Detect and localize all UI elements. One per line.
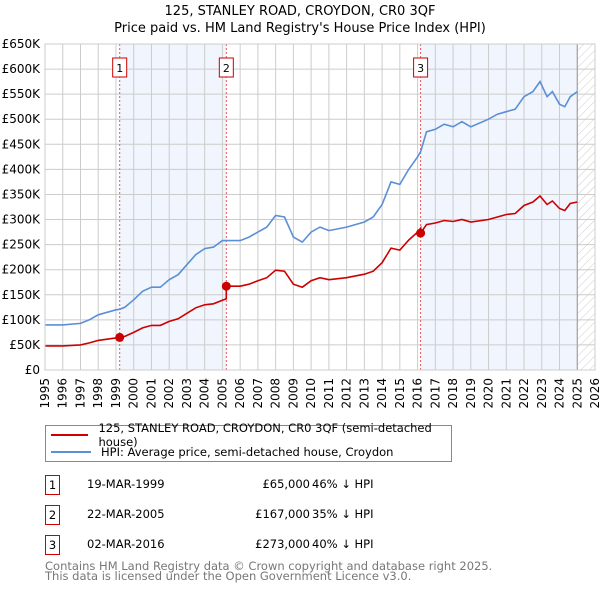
series-line bbox=[45, 80, 578, 326]
y-tick-label: £650K bbox=[2, 37, 42, 51]
x-tick-label: 1997 bbox=[73, 378, 87, 409]
transaction-price: £167,000 bbox=[255, 507, 310, 521]
x-tick-label: 2019 bbox=[464, 378, 478, 409]
chart-title: 125, STANLEY ROAD, CROYDON, CR0 3QF bbox=[164, 4, 436, 19]
transaction-hpi-diff: 40% ↓ HPI bbox=[312, 537, 374, 551]
sale-point bbox=[115, 332, 125, 342]
x-tick-label: 2014 bbox=[375, 378, 389, 409]
legend-item-hpi: HPI: Average price, semi-detached house,… bbox=[51, 444, 393, 460]
y-tick-label: £250K bbox=[2, 238, 42, 252]
footer-licence: This data is licensed under the Open Gov… bbox=[45, 569, 412, 583]
shaded-range bbox=[420, 44, 578, 370]
y-tick-label: £150K bbox=[2, 288, 42, 302]
y-tick-label: £400K bbox=[2, 162, 42, 176]
legend: 125, STANLEY ROAD, CROYDON, CR0 3QF (sem… bbox=[45, 421, 452, 462]
footer-copyright: Contains HM Land Registry data © Crown c… bbox=[45, 559, 493, 573]
x-tick-label: 2013 bbox=[357, 378, 371, 409]
x-tick-label: 2026 bbox=[588, 378, 600, 409]
x-tick-label: 2011 bbox=[322, 378, 336, 409]
sale-label: 3 bbox=[417, 62, 424, 75]
y-tick-label: £300K bbox=[2, 213, 42, 227]
x-tick-label: 2002 bbox=[162, 378, 176, 409]
transaction-number: 3 bbox=[45, 535, 60, 555]
transaction-number: 2 bbox=[45, 505, 60, 525]
plot-border bbox=[44, 43, 596, 371]
transaction-date: 02-MAR-2016 bbox=[87, 537, 165, 551]
y-tick-label: £100K bbox=[2, 313, 42, 327]
y-tick-label: £350K bbox=[2, 187, 42, 201]
x-tick-label: 2010 bbox=[304, 378, 318, 409]
forecast-hatch bbox=[577, 44, 595, 370]
x-tick-label: 2025 bbox=[570, 378, 584, 409]
x-tick-label: 1996 bbox=[56, 378, 70, 409]
legend-label-property: 125, STANLEY ROAD, CROYDON, CR0 3QF (sem… bbox=[98, 421, 432, 449]
x-tick-label: 2024 bbox=[553, 378, 567, 409]
y-tick-label: £50K bbox=[9, 338, 41, 352]
sale-label-box bbox=[112, 57, 128, 78]
transaction-hpi-diff: 35% ↓ HPI bbox=[312, 507, 374, 521]
x-tick-label: 2006 bbox=[233, 378, 247, 409]
transaction-price: £65,000 bbox=[262, 477, 310, 491]
y-tick-label: £200K bbox=[2, 263, 42, 277]
x-tick-label: 2018 bbox=[446, 378, 460, 409]
x-tick-label: 1999 bbox=[109, 378, 123, 409]
x-tick-label: 1998 bbox=[91, 378, 105, 409]
x-tick-label: 2015 bbox=[393, 378, 407, 409]
x-tick-label: 2020 bbox=[482, 378, 496, 409]
transaction-date: 22-MAR-2005 bbox=[87, 507, 165, 521]
sale-point bbox=[221, 281, 231, 291]
chart-subtitle: Price paid vs. HM Land Registry's House … bbox=[114, 21, 486, 36]
y-tick-label: £0 bbox=[25, 363, 40, 377]
x-tick-label: 2000 bbox=[127, 378, 141, 409]
x-tick-label: 2012 bbox=[340, 378, 354, 409]
x-tick-label: 2001 bbox=[144, 378, 158, 409]
legend-item-property: 125, STANLEY ROAD, CROYDON, CR0 3QF (sem… bbox=[51, 421, 451, 449]
transaction-date: 19-MAR-1999 bbox=[87, 477, 165, 491]
x-tick-label: 2007 bbox=[251, 378, 265, 409]
x-tick-label: 2022 bbox=[517, 378, 531, 409]
transaction-row: 1 19-MAR-1999 £65,000 46% ↓ HPI bbox=[45, 475, 465, 495]
x-tick-label: 2003 bbox=[180, 378, 194, 409]
x-tick-label: 2016 bbox=[411, 378, 425, 409]
transaction-price: £273,000 bbox=[255, 537, 310, 551]
sale-label: 1 bbox=[116, 62, 123, 75]
transaction-row: 2 22-MAR-2005 £167,000 35% ↓ HPI bbox=[45, 505, 465, 525]
sale-label-box bbox=[413, 57, 429, 78]
x-tick-label: 2004 bbox=[198, 378, 212, 409]
y-tick-label: £500K bbox=[2, 112, 42, 126]
y-tick-label: £600K bbox=[2, 62, 42, 76]
transaction-row: 3 02-MAR-2016 £273,000 40% ↓ HPI bbox=[45, 535, 465, 555]
sale-point bbox=[416, 228, 426, 238]
sale-label-box bbox=[218, 57, 234, 78]
x-tick-label: 2017 bbox=[428, 378, 442, 409]
x-tick-label: 2009 bbox=[286, 378, 300, 409]
legend-label-hpi: HPI: Average price, semi-detached house,… bbox=[101, 445, 394, 459]
sale-label: 2 bbox=[223, 62, 230, 75]
x-tick-label: 2008 bbox=[269, 378, 283, 409]
series-line bbox=[45, 194, 578, 347]
transaction-hpi-diff: 46% ↓ HPI bbox=[312, 477, 374, 491]
shaded-range bbox=[119, 44, 227, 370]
x-tick-label: 2023 bbox=[535, 378, 549, 409]
y-tick-label: £550K bbox=[2, 87, 42, 101]
legend-swatch-blue bbox=[51, 451, 91, 453]
y-tick-label: £450K bbox=[2, 137, 42, 151]
x-tick-label: 2021 bbox=[499, 378, 513, 409]
price-chart: 1995 1996 1997 1998 1999 2000 2001 2002 2003 2004… bbox=[2, 37, 600, 409]
transaction-number: 1 bbox=[45, 475, 60, 495]
x-tick-label: 2005 bbox=[215, 378, 229, 409]
x-tick-label: 1995 bbox=[38, 378, 52, 409]
legend-swatch-red bbox=[51, 434, 89, 436]
